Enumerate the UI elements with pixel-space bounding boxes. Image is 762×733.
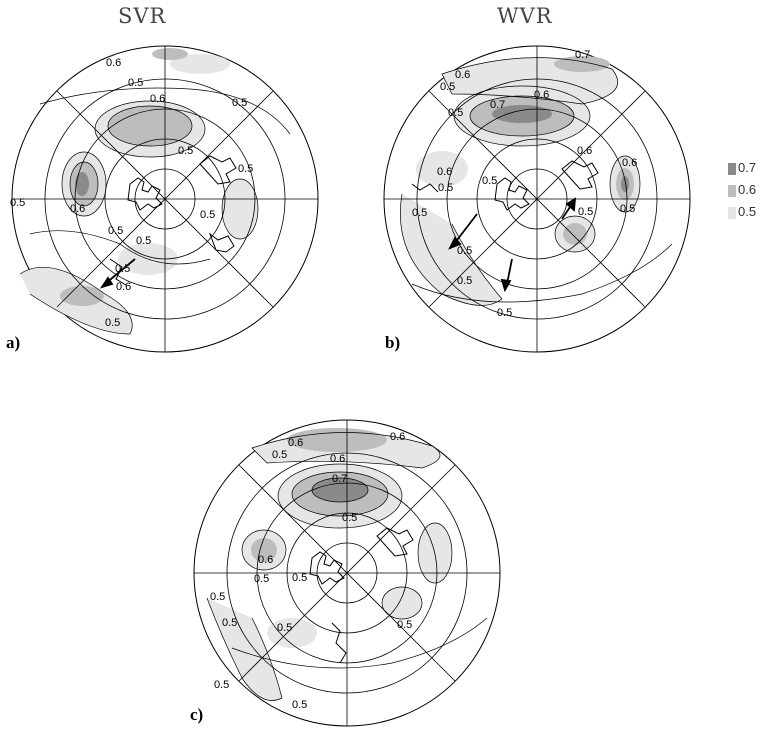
contour-label: 0.5 [448, 107, 463, 119]
contour-label: 0.5 [222, 617, 237, 629]
contour-labels: 0.6 0.5 0.6 0.5 0.5 0.5 0.5 0.6 0.5 0.5 … [10, 57, 253, 329]
polar-map-a: 0.6 0.5 0.6 0.5 0.5 0.5 0.5 0.6 0.5 0.5 … [10, 45, 319, 353]
contour-label: 0.5 [292, 572, 307, 584]
legend-swatch [728, 207, 736, 219]
contour-labels: 0.7 0.6 0.5 0.5 0.7 0.6 0.6 0.6 0.5 0.5 … [412, 49, 637, 319]
contour-label: 0.5 [238, 163, 253, 175]
contour-label: 0.5 [232, 97, 247, 109]
contour-label: 0.5 [620, 203, 635, 215]
contour-label: 0.5 [342, 512, 357, 524]
contour-label: 0.6 [455, 69, 470, 81]
contour-label: 0.5 [277, 622, 292, 634]
contour-label: 0.5 [178, 145, 193, 157]
contour-label: 0.6 [70, 203, 85, 215]
contour-label: 0.5 [482, 175, 497, 187]
contour-label: 0.6 [437, 166, 452, 178]
contour-label: 0.7 [332, 473, 347, 485]
legend-item: 0.6 [728, 182, 762, 200]
contour-label: 0.6 [622, 157, 637, 169]
contour-label: 0.6 [534, 89, 549, 101]
contour-label: 0.5 [578, 206, 593, 218]
shading-legend: 0.7 0.6 0.5 [728, 160, 762, 240]
contour-label: 0.5 [105, 317, 120, 329]
contour-label: 0.5 [200, 209, 215, 221]
legend-label: 0.5 [738, 204, 757, 219]
contour-label: 0.5 [497, 307, 512, 319]
contour-label: 0.5 [214, 679, 229, 691]
contour-label: 0.5 [272, 449, 287, 461]
contour-label: 0.6 [116, 281, 131, 293]
legend-label: 0.7 [738, 160, 757, 175]
panel-label-b: b) [385, 333, 401, 352]
contour-label: 0.5 [440, 81, 455, 93]
contour-label: 0.5 [254, 573, 269, 585]
contour-lines [206, 432, 488, 701]
contour-label: 0.7 [490, 99, 505, 111]
panel-label-c: c) [190, 705, 204, 724]
contour-lines [399, 57, 673, 306]
meridian-lines [12, 46, 318, 352]
contour-label: 0.6 [330, 453, 345, 465]
contour-label: 0.5 [115, 263, 130, 275]
contour-label: 0.5 [457, 275, 472, 287]
wind-arrows [99, 258, 136, 289]
coastlines [411, 160, 599, 211]
contour-label: 0.5 [128, 77, 143, 89]
contour-label: 0.7 [575, 49, 590, 61]
contour-label: 0.5 [292, 699, 307, 711]
polar-map-b: 0.7 0.6 0.5 0.5 0.7 0.6 0.6 0.6 0.5 0.5 … [383, 45, 691, 353]
contour-label: 0.5 [108, 225, 123, 237]
contour-label: 0.5 [10, 197, 25, 209]
contour-label: 0.6 [288, 437, 303, 449]
contour-label: 0.6 [150, 93, 165, 105]
coastlines [309, 527, 414, 664]
panel-title-svr: SVR [118, 4, 167, 28]
contour-label: 0.5 [412, 207, 427, 219]
shaded-regions [20, 48, 258, 334]
contour-label: 0.5 [438, 182, 453, 194]
legend-label: 0.6 [738, 182, 757, 197]
legend-item: 0.7 [728, 160, 762, 178]
contour-label: 0.5 [136, 235, 151, 247]
contour-labels: 0.6 0.6 0.5 0.6 0.7 0.5 0.6 0.5 0.5 0.5 … [210, 431, 412, 711]
wind-arrows [448, 197, 577, 293]
contour-label: 0.6 [258, 554, 273, 566]
legend-swatch [728, 185, 736, 197]
contour-label: 0.6 [577, 145, 592, 157]
contour-label: 0.5 [397, 619, 412, 631]
meridian-lines [194, 420, 500, 726]
polar-map-c: 0.6 0.6 0.5 0.6 0.7 0.5 0.6 0.5 0.5 0.5 … [193, 419, 501, 727]
contour-label: 0.5 [457, 245, 472, 257]
contour-label: 0.6 [390, 431, 405, 443]
contour-lines [19, 87, 291, 335]
legend-swatch [728, 163, 736, 175]
contour-label: 0.6 [106, 57, 121, 69]
panel-title-wvr: WVR [497, 4, 553, 28]
legend-item: 0.5 [728, 204, 762, 222]
contour-label: 0.5 [210, 591, 225, 603]
panel-label-a: a) [6, 333, 21, 352]
